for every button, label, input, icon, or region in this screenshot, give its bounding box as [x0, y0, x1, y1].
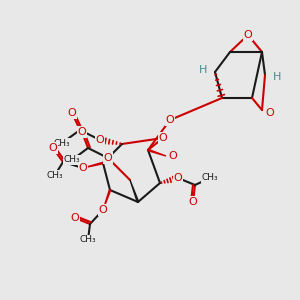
- Text: O: O: [159, 133, 167, 143]
- Text: CH₃: CH₃: [64, 155, 80, 164]
- Text: CH₃: CH₃: [202, 173, 218, 182]
- Text: O: O: [169, 151, 177, 161]
- Text: CH₃: CH₃: [80, 236, 96, 244]
- Text: O: O: [244, 30, 252, 40]
- Text: H: H: [199, 65, 207, 75]
- Text: O: O: [103, 153, 112, 163]
- Polygon shape: [103, 190, 111, 210]
- Text: O: O: [189, 197, 197, 207]
- Text: O: O: [68, 108, 76, 118]
- Text: O: O: [49, 143, 57, 153]
- Polygon shape: [130, 180, 139, 202]
- Text: O: O: [266, 108, 274, 118]
- Text: CH₃: CH₃: [47, 170, 63, 179]
- Text: H: H: [273, 72, 281, 82]
- Text: O: O: [166, 115, 174, 125]
- Text: O: O: [174, 173, 182, 183]
- Polygon shape: [148, 149, 166, 156]
- Text: O: O: [79, 163, 87, 173]
- Text: O: O: [70, 213, 80, 223]
- Text: O: O: [78, 127, 86, 137]
- Text: CH₃: CH₃: [54, 139, 70, 148]
- Polygon shape: [83, 162, 103, 168]
- Text: O: O: [99, 205, 107, 215]
- Text: O: O: [96, 135, 104, 145]
